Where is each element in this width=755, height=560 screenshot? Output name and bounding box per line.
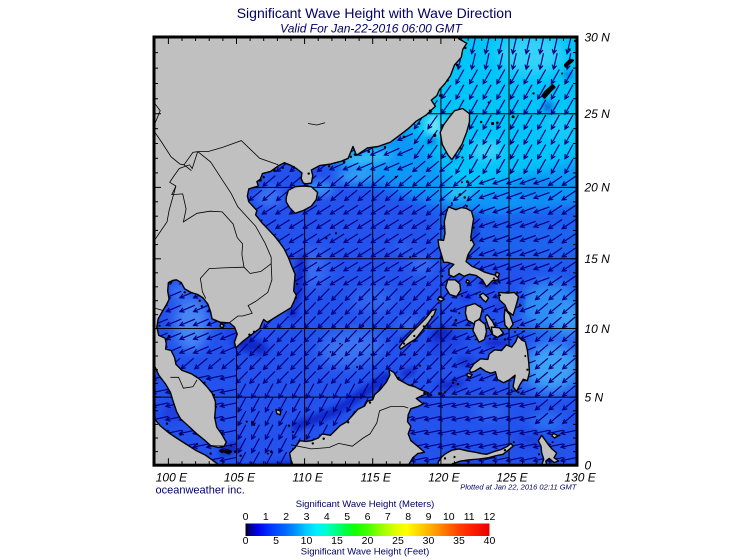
svg-text:20 N: 20 N (584, 181, 611, 195)
svg-text:105 E: 105 E (224, 471, 256, 485)
svg-text:110 E: 110 E (292, 471, 323, 485)
svg-text:5: 5 (273, 535, 279, 547)
svg-text:Significant Wave Height (Feet): Significant Wave Height (Feet) (301, 547, 429, 558)
svg-text:15: 15 (331, 535, 343, 547)
svg-text:130 E: 130 E (564, 471, 596, 485)
svg-text:10 N: 10 N (585, 322, 611, 336)
svg-text:6: 6 (365, 511, 371, 523)
svg-text:5 N: 5 N (585, 390, 604, 404)
svg-text:Valid For Jan-22-2016 06:00 GM: Valid For Jan-22-2016 06:00 GMT (280, 22, 463, 36)
svg-text:1: 1 (263, 511, 269, 523)
svg-text:12: 12 (484, 511, 496, 523)
svg-text:100 E: 100 E (156, 471, 188, 485)
svg-text:8: 8 (405, 511, 411, 523)
svg-text:10: 10 (301, 535, 313, 547)
svg-text:15 N: 15 N (585, 252, 611, 266)
svg-text:30 N: 30 N (585, 30, 611, 44)
svg-text:35: 35 (453, 535, 465, 547)
svg-text:120 E: 120 E (428, 471, 460, 485)
svg-text:Significant Wave Height with W: Significant Wave Height with Wave Direct… (237, 5, 512, 21)
svg-text:115 E: 115 E (360, 471, 391, 485)
svg-text:0: 0 (243, 535, 249, 547)
svg-text:0: 0 (585, 459, 592, 473)
svg-text:oceanweather inc.: oceanweather inc. (156, 485, 245, 497)
svg-text:0: 0 (243, 511, 249, 523)
svg-text:Significant Wave Height (Meter: Significant Wave Height (Meters) (296, 499, 435, 510)
svg-text:3: 3 (304, 511, 310, 523)
svg-text:11: 11 (464, 511, 475, 523)
svg-text:7: 7 (385, 511, 391, 523)
svg-text:25: 25 (392, 535, 404, 547)
svg-text:Plotted at Jan 22, 2016 02:11: Plotted at Jan 22, 2016 02:11 GMT (460, 483, 578, 492)
svg-text:30: 30 (423, 535, 435, 547)
svg-text:25 N: 25 N (584, 107, 611, 121)
svg-text:20: 20 (362, 535, 374, 547)
svg-text:2: 2 (283, 511, 289, 523)
svg-text:9: 9 (426, 511, 432, 523)
svg-text:5: 5 (344, 511, 350, 523)
svg-text:10: 10 (443, 511, 455, 523)
svg-text:4: 4 (324, 511, 330, 523)
svg-text:40: 40 (484, 535, 496, 547)
svg-text:125 E: 125 E (496, 471, 528, 485)
